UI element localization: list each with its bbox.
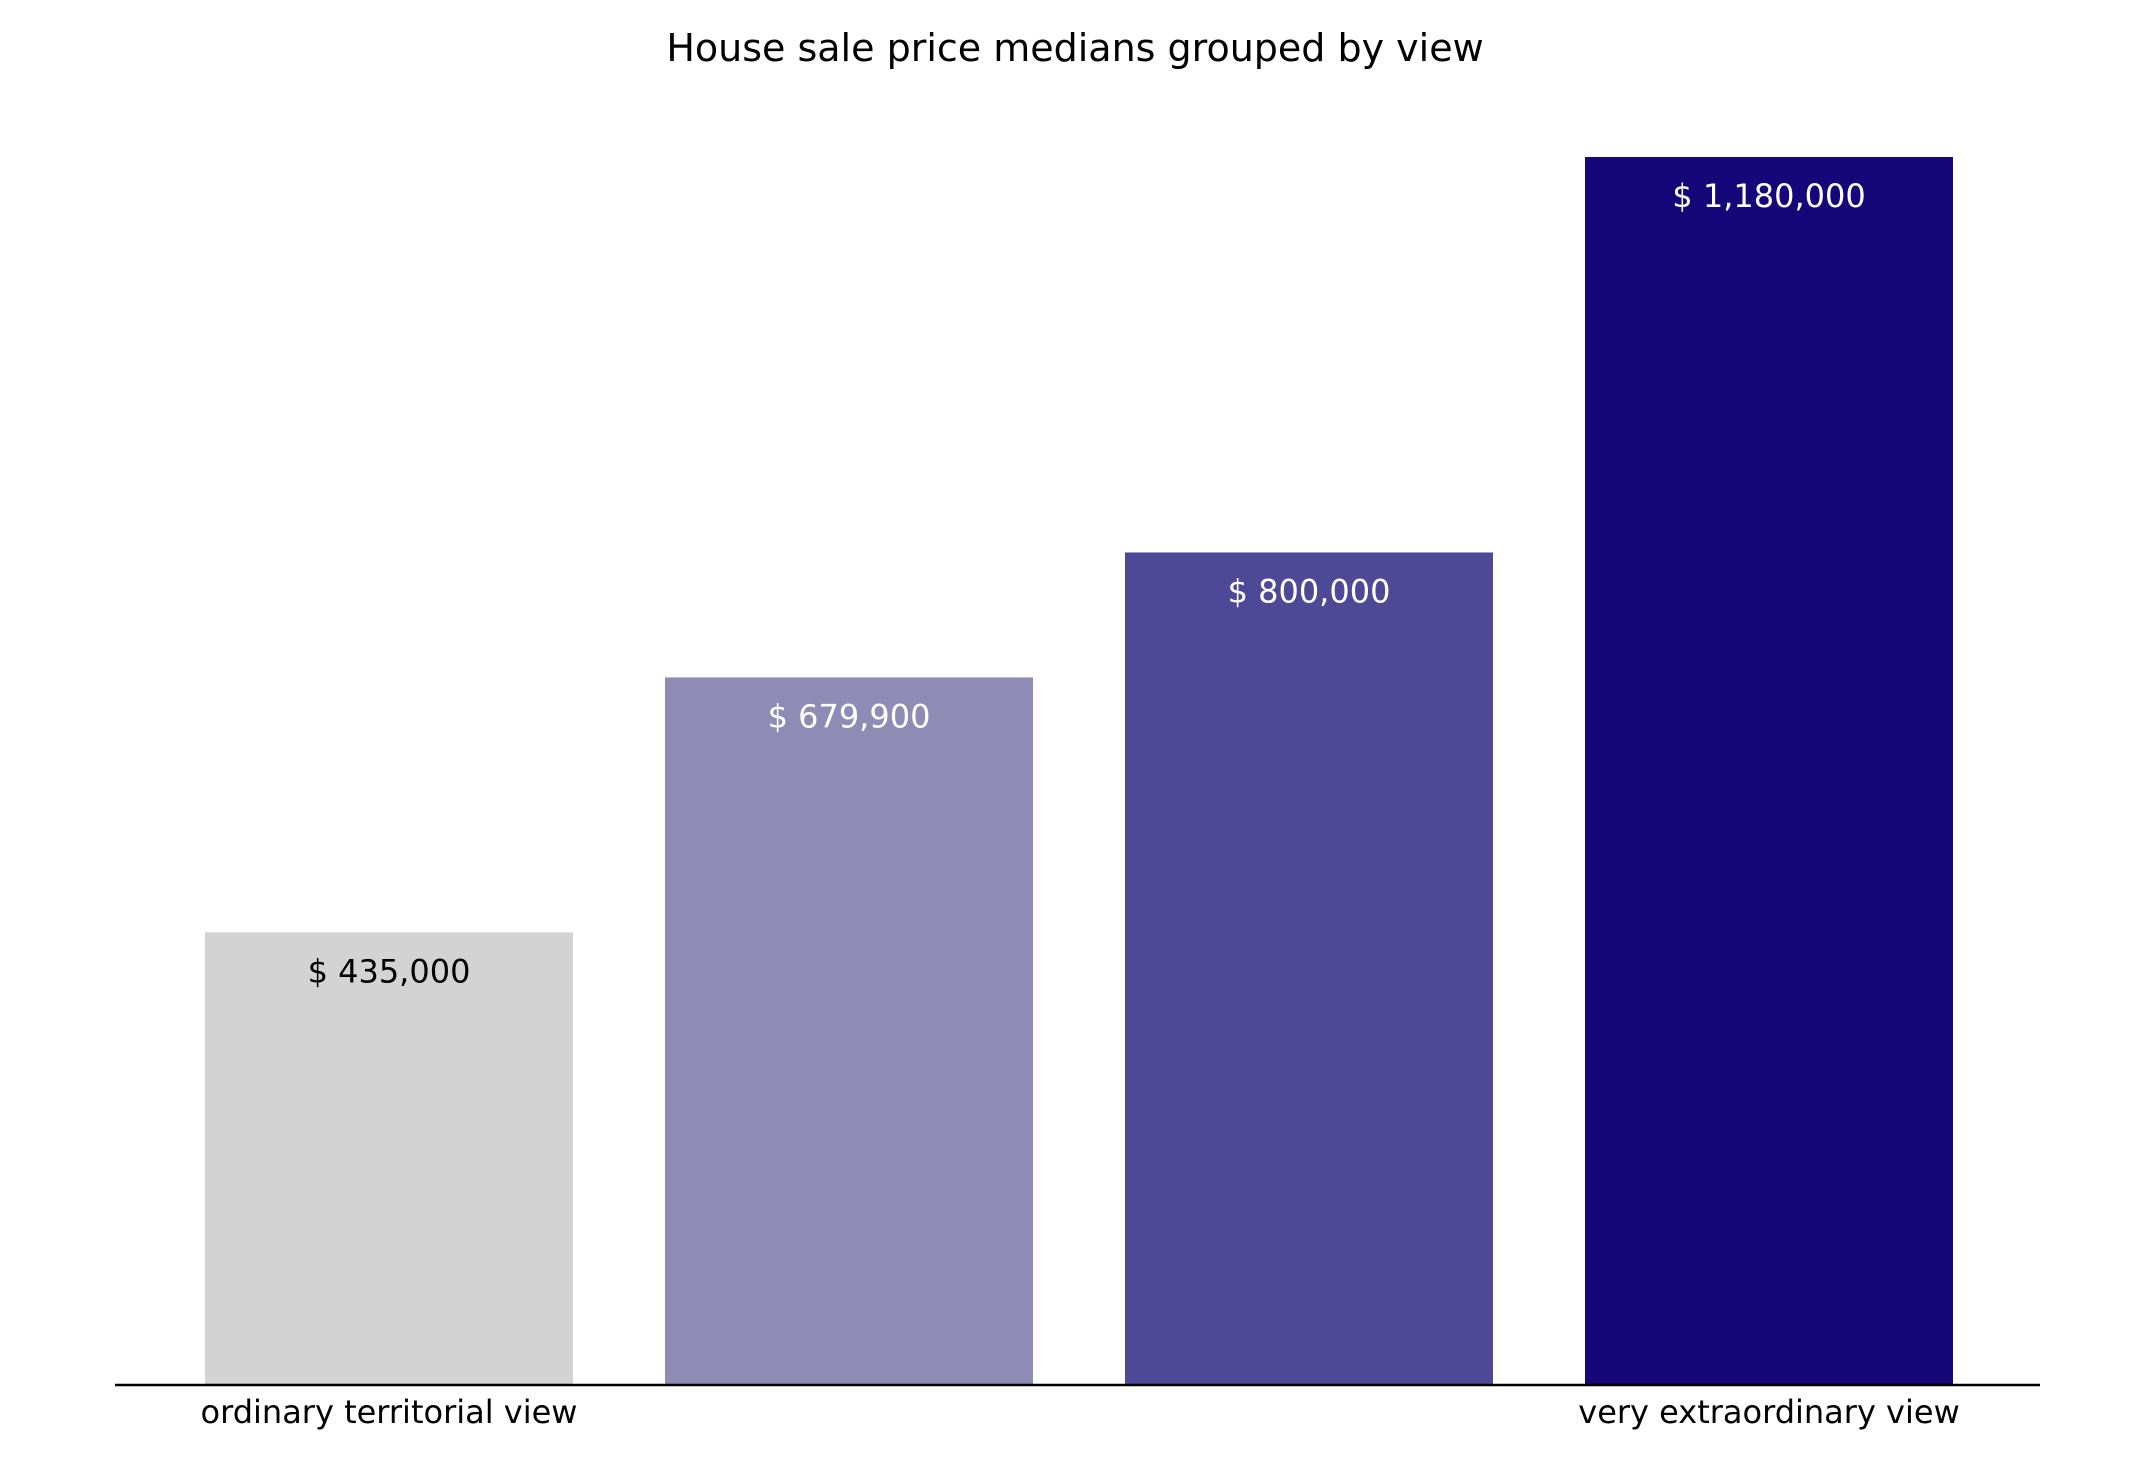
data-labels-group: $ 435,000 $ 679,900 $ 800,000 $ 1,180,000 bbox=[308, 177, 1866, 990]
bar-3 bbox=[1125, 552, 1493, 1385]
bars-group bbox=[205, 157, 1953, 1385]
x-tick-label-1: ordinary territorial view bbox=[201, 1393, 578, 1431]
data-label-2: $ 679,900 bbox=[768, 697, 931, 735]
data-label-4: $ 1,180,000 bbox=[1672, 177, 1865, 215]
data-label-3: $ 800,000 bbox=[1228, 572, 1391, 610]
bar-2 bbox=[665, 677, 1033, 1385]
bar-1 bbox=[205, 932, 573, 1385]
chart-title: House sale price medians grouped by view bbox=[666, 26, 1483, 70]
x-tick-label-4: very extraordinary view bbox=[1578, 1393, 1959, 1431]
data-label-1: $ 435,000 bbox=[308, 952, 471, 990]
bar-4 bbox=[1585, 157, 1953, 1385]
x-tick-labels-group: ordinary territorial view very extraordin… bbox=[201, 1393, 1960, 1431]
